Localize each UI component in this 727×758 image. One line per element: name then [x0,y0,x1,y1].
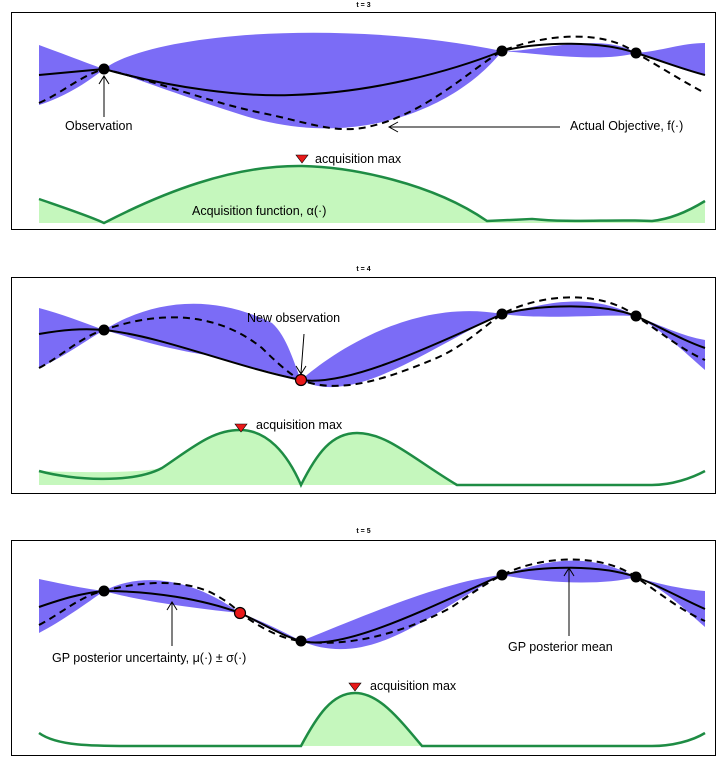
objective-line [38,35,706,131]
uncertainty-label: GP posterior uncertainty, μ(·) ± σ(·) [52,651,247,665]
objective-label: Actual Objective, f(·) [570,119,684,133]
observation-point [630,310,642,322]
panel-title-t5: t = 5 [356,528,371,535]
observation-point [98,63,110,75]
panel-t3: Observation Actual Objective, f(·) acqui… [11,12,716,230]
acquisition-max-marker [295,154,309,164]
acquisition-function-label: Acquisition function, α(·) [192,204,327,218]
observation-point [98,324,110,336]
new-observation-arrowhead [295,365,307,375]
acquisition-max-label: acquisition max [315,152,402,166]
acquisition-fill [39,165,705,223]
observation-point [496,569,508,581]
acquisition-fill [39,430,705,485]
panel-t5: GP posterior uncertainty, μ(·) ± σ(·) GP… [11,540,716,756]
uncertainty-band [39,560,705,650]
panel-t3-plot [38,32,706,225]
new-observation-point [294,373,308,387]
observation-arrowhead [98,75,110,85]
acquisition-max-label: acquisition max [256,418,343,432]
observation-point [496,45,508,57]
acquisition-curve [38,691,706,748]
new-observation-label: New observation [247,311,341,325]
objective-line [38,558,706,644]
new-observation-arrow [300,333,305,374]
panel-title-t3: t = 3 [356,2,371,9]
observation-point [295,635,307,647]
observation-point [630,47,642,59]
uncertainty-band [39,32,705,129]
acquisition-curve [38,164,706,225]
uncertainty-arrowhead [166,601,178,611]
observation-point [496,308,508,320]
panel-t4-plot [38,296,706,488]
observation-label: Observation [65,119,133,133]
objective-line [38,296,706,387]
new-observation-point [233,606,247,620]
acquisition-fill [301,693,422,746]
uncertainty-band [39,301,705,388]
acquisition-max-label: acquisition max [370,679,457,693]
observation-point [630,571,642,583]
observation-point [98,585,110,597]
panel-t5-plot [38,558,706,748]
acquisition-max-marker [234,423,248,433]
objective-arrowhead [387,121,399,133]
panel-t4: New observation acquisition max [11,277,716,494]
acquisition-max-marker [348,682,362,692]
posterior-mean-arrowhead [563,567,575,577]
panel-title-t4: t = 4 [356,266,371,273]
posterior-mean-label: GP posterior mean [508,640,613,654]
acquisition-curve [38,428,706,488]
